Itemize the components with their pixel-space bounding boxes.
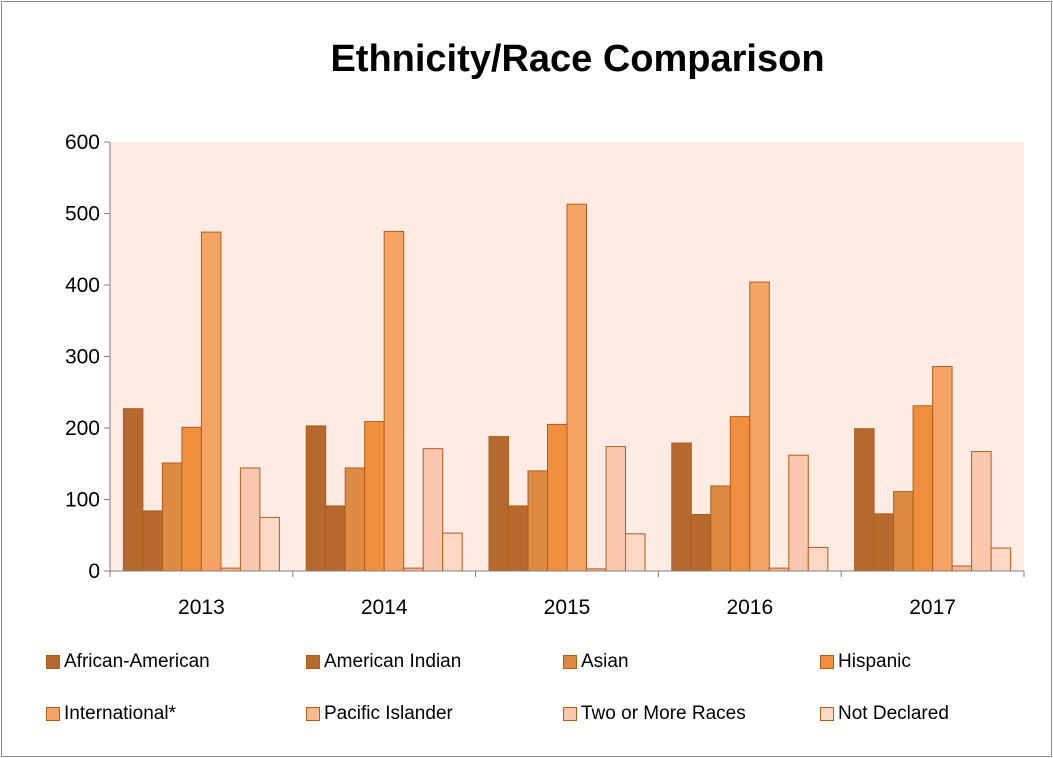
bar-hispanic-2013: [181, 426, 202, 572]
bar-two-or-more-races-2016: [788, 454, 809, 572]
bar-asian-2013: [161, 462, 183, 572]
bar-asian-2014: [344, 467, 366, 572]
bar-african-american-2017: [854, 428, 875, 572]
legend-swatch: [563, 654, 577, 669]
chart-title: Ethnicity/Race Comparison: [330, 38, 825, 80]
bar-african-american-2015: [488, 436, 509, 572]
bar-african-american-2014: [305, 425, 327, 572]
y-tick-label: 400: [65, 274, 100, 297]
legend-item: Two or More Races: [563, 703, 746, 725]
bar-two-or-more-races-2015: [605, 446, 626, 572]
bar-american-indian-2013: [142, 510, 163, 572]
y-tick-label: 0: [88, 560, 100, 583]
legend-label: Asian: [581, 651, 629, 672]
legend-item: African-American: [46, 651, 210, 673]
bar-not-declared-2016: [807, 546, 829, 572]
bar-hispanic-2016: [729, 416, 751, 572]
bar-hispanic-2014: [364, 421, 385, 572]
y-tick-label: 500: [65, 203, 100, 226]
legend-swatch: [46, 706, 60, 721]
bar-two-or-more-races-2017: [971, 451, 992, 572]
x-tick-label: 2017: [909, 596, 956, 619]
bar-hispanic-2015: [547, 423, 568, 572]
bar-two-or-more-races-2013: [239, 467, 261, 572]
bar-international--2017: [932, 366, 953, 572]
bar-asian-2016: [710, 485, 731, 572]
y-tick-label: 100: [65, 489, 100, 512]
x-tick-label: 2015: [544, 596, 591, 619]
bar-american-indian-2015: [508, 505, 529, 572]
legend-label: Two or More Races: [581, 703, 746, 724]
bar-not-declared-2015: [625, 533, 646, 572]
legend-item: Pacific Islander: [306, 703, 453, 725]
bar-international--2016: [749, 281, 770, 572]
bar-african-american-2016: [671, 442, 692, 572]
legend-item: Not Declared: [820, 703, 949, 725]
bar-not-declared-2014: [442, 532, 463, 572]
legend-label: International*: [64, 703, 176, 724]
legend-swatch: [820, 654, 834, 669]
legend-swatch: [306, 706, 320, 721]
legend-swatch: [820, 706, 834, 721]
legend-item: International*: [46, 703, 176, 725]
bar-two-or-more-races-2014: [422, 448, 444, 572]
y-tick-label: 200: [65, 417, 100, 440]
bar-american-indian-2017: [873, 513, 895, 572]
x-tick-label: 2013: [178, 596, 225, 619]
legend-swatch: [306, 654, 320, 669]
legend-label: Pacific Islander: [324, 703, 453, 724]
bar-pacific-islander-2017: [951, 565, 973, 572]
legend-label: Not Declared: [838, 703, 949, 724]
legend-item: Asian: [563, 651, 629, 673]
bar-hispanic-2017: [912, 405, 934, 572]
legend-label: American Indian: [324, 651, 462, 672]
y-tick-label: 300: [65, 346, 100, 369]
bar-international--2015: [566, 203, 587, 572]
legend-swatch: [563, 706, 577, 721]
legend-label: Hispanic: [838, 651, 911, 672]
x-tick-label: 2016: [726, 596, 773, 619]
y-tick-label: 600: [65, 131, 100, 154]
bar-american-indian-2014: [325, 505, 346, 572]
bar-asian-2015: [527, 470, 548, 572]
bar-african-american-2013: [122, 408, 144, 572]
legend-swatch: [46, 654, 60, 669]
legend-item: American Indian: [306, 651, 461, 673]
legend-label: African-American: [64, 651, 210, 672]
bar-international--2014: [383, 230, 405, 572]
bar-not-declared-2013: [259, 516, 280, 572]
x-tick-label: 2014: [361, 596, 408, 619]
bar-american-indian-2016: [690, 514, 712, 572]
bar-asian-2017: [893, 491, 914, 572]
legend-item: Hispanic: [820, 651, 911, 673]
bar-international--2013: [200, 231, 222, 572]
bar-not-declared-2017: [990, 547, 1012, 572]
